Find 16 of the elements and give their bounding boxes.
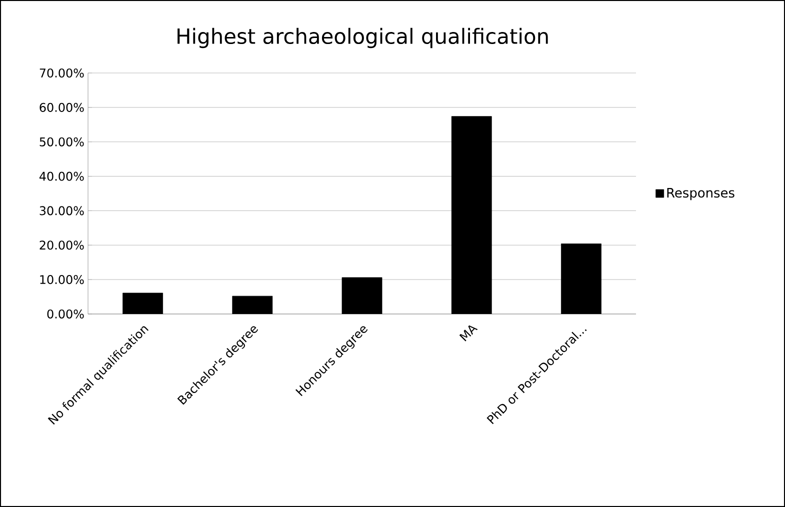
bar: [561, 244, 602, 314]
y-tick-label: 30.00%: [40, 206, 84, 216]
bar: [451, 116, 492, 314]
y-tick-label: 10.00%: [40, 275, 84, 284]
y-tick-label: 0.00%: [47, 309, 84, 319]
bar: [342, 277, 382, 314]
y-tick-label: 40.00%: [39, 172, 84, 181]
chart-title: Highest archaeological qualification: [178, 28, 548, 48]
bar: [122, 292, 164, 314]
y-tick-label: 50.00%: [40, 137, 84, 146]
bar: [232, 296, 273, 314]
y-tick-label: 20.00%: [40, 240, 84, 250]
y-tick-label: 60.00%: [40, 102, 84, 112]
legend-label: Responses: [667, 188, 734, 200]
x-tick-label: MA: [459, 325, 478, 342]
y-tick-label: 70.00%: [40, 68, 84, 78]
